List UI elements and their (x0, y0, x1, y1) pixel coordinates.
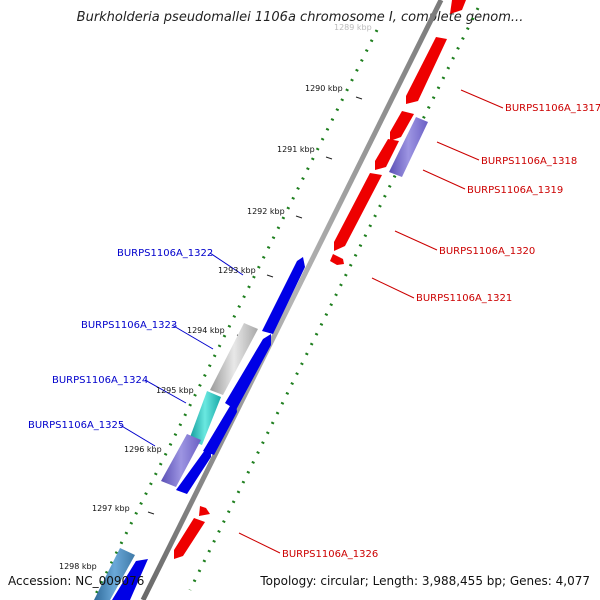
cds-reverse-1317[interactable] (406, 37, 447, 104)
gene-block-1323[interactable] (210, 323, 258, 395)
cds-reverse-1318[interactable] (390, 111, 414, 141)
gene-block-1318[interactable] (389, 117, 428, 177)
gene-block-1327[interactable] (94, 548, 135, 600)
accession-text: Accession: NC_009076 (8, 574, 145, 588)
genome-backbone (140, 0, 444, 600)
gc-dot-track-outer (91, 29, 379, 600)
gene-label-1320[interactable]: BURPS1106A_1320 (439, 246, 535, 257)
label-leaders (119, 89, 504, 554)
tick-label-1296: 1296 kbp (124, 445, 162, 454)
tick-label-1289: 1289 kbp (334, 23, 372, 32)
cds-forward-1325[interactable] (176, 445, 211, 494)
cds-forward-1324[interactable] (203, 402, 237, 455)
gene-label-1317[interactable]: BURPS1106A_1317 (505, 103, 600, 114)
cds-forward-1323[interactable] (225, 334, 271, 410)
cds-reverse-1326[interactable] (174, 518, 205, 559)
gene-block-1324[interactable] (189, 391, 221, 445)
gene-label-1323[interactable]: BURPS1106A_1323 (81, 320, 177, 331)
map-title: Burkholderia pseudomallei 1106a chromoso… (76, 10, 524, 25)
cds-forward-1322[interactable] (262, 257, 305, 334)
tick-label-1293: 1293 kbp (218, 266, 256, 275)
tick-label-1297: 1297 kbp (92, 504, 130, 513)
cds-forward-1327[interactable] (112, 559, 148, 600)
cds-reverse-1317-top[interactable] (450, 0, 466, 14)
gene-label-1325[interactable]: BURPS1106A_1325 (28, 420, 124, 431)
gene-label-1326[interactable]: BURPS1106A_1326 (282, 549, 378, 560)
cds-reverse-1321[interactable] (330, 254, 344, 265)
cds-reverse-1320[interactable] (334, 173, 382, 251)
genome-summary-text: Topology: circular; Length: 3,988,455 bp… (260, 574, 590, 588)
tick-label-1292: 1292 kbp (247, 207, 285, 216)
cds-reverse-1319[interactable] (375, 139, 399, 170)
gene-label-1318[interactable]: BURPS1106A_1318 (481, 156, 577, 167)
tick-label-1298: 1298 kbp (59, 562, 97, 571)
cds-reverse-1326a[interactable] (199, 506, 210, 516)
gene-label-1319[interactable]: BURPS1106A_1319 (467, 185, 563, 196)
gene-label-1322[interactable]: BURPS1106A_1322 (117, 248, 213, 259)
tick-label-1295: 1295 kbp (156, 386, 194, 395)
gene-label-1321[interactable]: BURPS1106A_1321 (416, 293, 512, 304)
tick-label-1290: 1290 kbp (305, 84, 343, 93)
tick-label-1291: 1291 kbp (277, 145, 315, 154)
tick-label-1294: 1294 kbp (187, 326, 225, 335)
gene-label-1324[interactable]: BURPS1106A_1324 (52, 375, 148, 386)
gene-block-1325[interactable] (161, 434, 201, 487)
